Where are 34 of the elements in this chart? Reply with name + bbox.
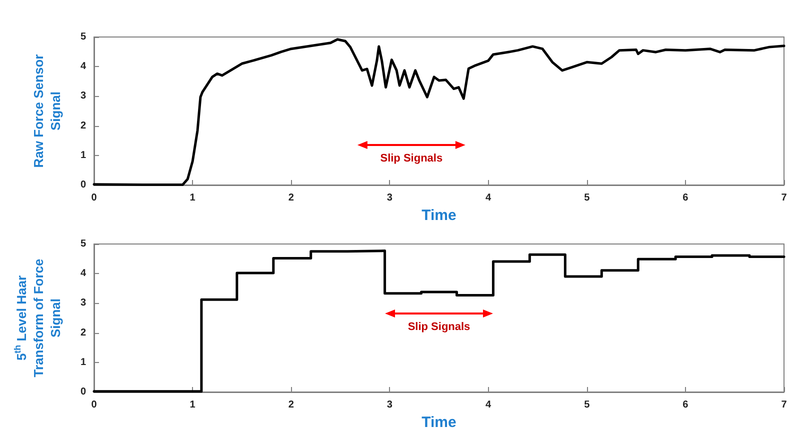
x-axis-title: Time — [422, 414, 456, 431]
x-axis-title: Time — [422, 206, 456, 224]
annotation: Slip Signals — [408, 321, 470, 334]
y-tick-label: 0 — [80, 386, 86, 398]
x-tick-label: 4 — [486, 400, 492, 410]
x-tick-label: 1 — [190, 400, 196, 410]
y-tick-label: 4 — [80, 268, 86, 280]
x-tick-label: 3 — [386, 400, 393, 410]
x-tick-label: 0 — [91, 192, 98, 204]
x-tick-label: 0 — [91, 400, 98, 410]
x-tick-label: 1 — [190, 192, 196, 204]
y-tick-label: 3 — [80, 298, 86, 309]
line-series — [92, 38, 786, 186]
y-tick-label: 2 — [80, 327, 86, 338]
y-tick-label: 5 — [80, 32, 86, 42]
y-tick-label: 5 — [80, 238, 86, 250]
x-tick-label: 4 — [486, 192, 492, 204]
y-tick-label: 1 — [80, 356, 86, 368]
y-tick-label: 4 — [80, 61, 86, 72]
x-tick-label: 7 — [781, 192, 788, 204]
y-tick-label: 1 — [80, 150, 86, 161]
y-tick-label: 0 — [80, 180, 86, 190]
x-tick-label: 3 — [386, 192, 393, 204]
x-tick-label: 5 — [584, 192, 590, 204]
y-tick-label: 3 — [80, 90, 86, 102]
x-tick-label: 6 — [682, 192, 689, 204]
y-axis-title: Raw Force Sensor Signal — [31, 54, 63, 168]
y-tick-label: 2 — [80, 120, 86, 132]
x-tick-label: 2 — [288, 400, 294, 410]
x-tick-label: 7 — [781, 400, 788, 410]
x-tick-label: 6 — [682, 400, 689, 410]
annotation: Slip Signals — [380, 152, 443, 165]
x-tick-label: 5 — [584, 400, 590, 410]
x-tick-label: 2 — [288, 192, 294, 204]
